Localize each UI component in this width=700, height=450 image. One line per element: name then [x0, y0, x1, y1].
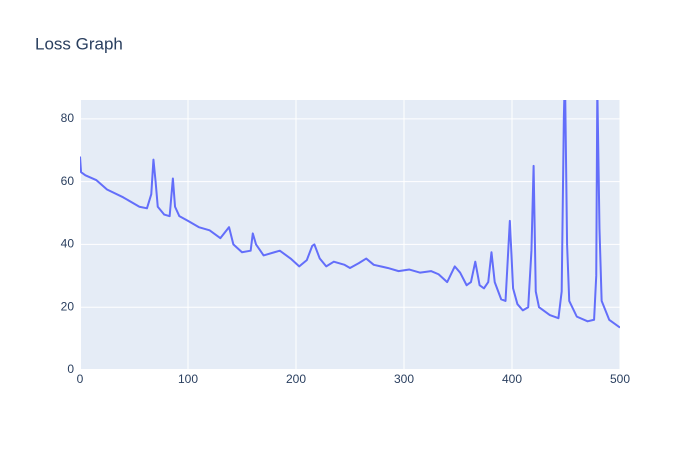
line	[80, 100, 620, 329]
x-tick-label: 0	[77, 372, 84, 386]
y-tick-label: 80	[61, 111, 75, 125]
x-tick-label: 100	[178, 372, 198, 386]
x-tick-label: 300	[394, 372, 414, 386]
plot-background	[80, 100, 620, 370]
x-tick-label: 200	[286, 372, 306, 386]
y-tick-label: 40	[61, 237, 75, 251]
x-tick-label: 500	[610, 372, 630, 386]
plot-area	[80, 100, 620, 329]
grid	[79, 100, 621, 371]
y-tick-label: 0	[67, 362, 74, 376]
y-tick-label: 20	[61, 299, 75, 313]
y-tick-label: 60	[61, 174, 75, 188]
x-tick-label: 400	[502, 372, 522, 386]
chart-title: Loss Graph	[35, 34, 123, 53]
